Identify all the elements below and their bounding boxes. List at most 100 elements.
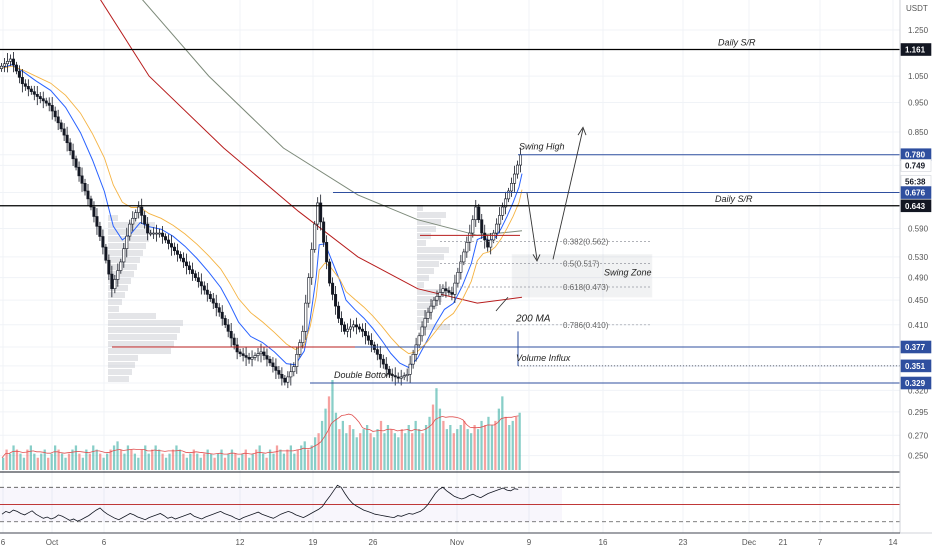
volume-bar (317, 433, 320, 470)
volume-bar (362, 429, 365, 470)
time-tick-label: 19 (309, 538, 318, 547)
candle-body (390, 374, 394, 376)
candle-body (259, 351, 263, 355)
candle-body (438, 292, 442, 297)
volume-bar (418, 429, 421, 470)
candle-body (405, 374, 409, 376)
candle-body (208, 294, 212, 300)
candle-body (220, 311, 224, 319)
candle-body (110, 273, 114, 289)
volume-profile-bar (108, 369, 132, 375)
volume-bar (459, 425, 462, 470)
volume-profile-bar (108, 278, 131, 284)
candle-body (346, 328, 350, 332)
volume-profile-bar (417, 212, 446, 218)
candle-body (393, 375, 397, 378)
volume-bar (33, 453, 36, 470)
volume-bar (147, 453, 150, 470)
double-bottom-label: Double Bottom (334, 370, 394, 380)
candle-body (80, 175, 84, 184)
price-badge-label: 0.676 (905, 189, 926, 198)
down-arrow-line (526, 192, 538, 260)
time-tick-label: 12 (236, 538, 245, 547)
candle-body (417, 335, 421, 346)
volume-bar (518, 412, 521, 470)
volume-bar (109, 449, 112, 470)
volume-bar (116, 441, 119, 470)
volume-bar (473, 425, 476, 470)
volume-bar (265, 457, 268, 470)
candle-body (232, 337, 236, 346)
candle-body (161, 232, 165, 237)
candle-body (310, 249, 314, 278)
volume-bar (411, 433, 414, 470)
candle-body (369, 339, 373, 346)
candle-body (313, 223, 317, 250)
candle-body (516, 164, 520, 175)
candle-body (283, 377, 287, 383)
volume-bar (237, 457, 240, 470)
volume-bar (137, 457, 140, 470)
volume-profile-bar (108, 292, 125, 298)
volume-profile-bar (417, 261, 439, 267)
candle-body (98, 226, 102, 237)
volume-bar (54, 445, 57, 470)
volume-bar (286, 449, 289, 470)
volume-profile-bar (108, 271, 134, 277)
volume-profile-bar (108, 341, 174, 347)
candle-body (295, 354, 299, 367)
time-axis-bg (0, 533, 932, 550)
volume-bar (216, 453, 220, 470)
price-badge-label: 0.780 (905, 151, 926, 160)
candle-body (41, 98, 45, 102)
volume-bar (442, 420, 445, 470)
ma-200-label: 200 MA (515, 313, 551, 324)
volume-profile-bar (417, 268, 434, 274)
volume-profile-bar (417, 296, 442, 302)
candle-body (351, 324, 355, 328)
candle-body (101, 236, 105, 248)
volume-bar (279, 449, 282, 470)
volume-bar (379, 420, 383, 470)
candle-body (408, 363, 412, 375)
candle-body (11, 58, 15, 66)
candle-body (238, 351, 242, 355)
candle-body (507, 190, 511, 200)
volume-bar (15, 449, 19, 470)
candle-body (423, 318, 427, 328)
volume-bar (359, 433, 362, 470)
candle-body (77, 166, 81, 177)
candle-body (128, 223, 132, 237)
volume-bar (88, 453, 91, 470)
volume-profile-bar (108, 264, 137, 270)
daily-sr-mid-label: Daily S/R (715, 194, 753, 204)
fib-level-label: 0.618(0.473) (563, 283, 609, 292)
volume-bar (348, 425, 351, 470)
volume-bar (164, 457, 168, 470)
volume-bar (19, 453, 22, 470)
price-tick-label: 0.590 (908, 225, 929, 234)
candle-body (328, 261, 332, 284)
candle-body (178, 254, 182, 259)
volume-bar (26, 449, 29, 470)
candle-body (119, 261, 123, 271)
volume-bar (369, 433, 372, 470)
ma-short-line (0, 64, 523, 369)
volume-bar (334, 412, 338, 470)
candle-body (172, 246, 176, 252)
candle-body (501, 206, 505, 216)
volume-bar (29, 445, 32, 470)
volume-bar (300, 445, 303, 470)
candle-body (348, 326, 352, 330)
volume-bar (144, 445, 147, 470)
volume-bar (106, 453, 109, 470)
currency-label: USDT (906, 4, 928, 13)
volume-bar (456, 429, 459, 470)
candle-body (35, 94, 39, 97)
volume-profile-bar (417, 226, 436, 232)
candle-body (202, 285, 206, 291)
volume-bar (490, 425, 494, 470)
candle-body (83, 183, 87, 192)
candle-body (47, 102, 51, 106)
